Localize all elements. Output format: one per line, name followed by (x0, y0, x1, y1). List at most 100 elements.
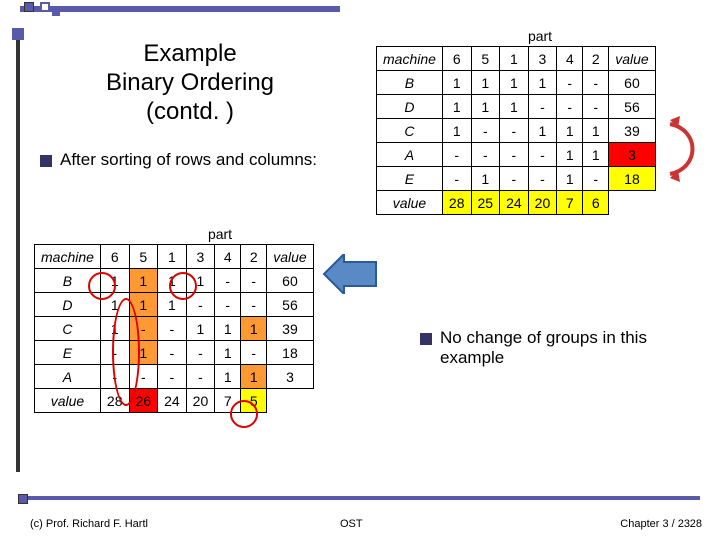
table-cell: 1 (557, 119, 583, 143)
table-cell: 1 (215, 317, 241, 341)
table-cell: - (215, 269, 241, 293)
table-cell: A (377, 143, 443, 167)
table-footer-cell: 28 (442, 191, 471, 215)
table-cell: - (186, 341, 215, 365)
deco-bar-left (16, 32, 20, 472)
deco-square (40, 2, 50, 12)
table-cell: 56 (609, 95, 655, 119)
table-cell: 1 (186, 269, 215, 293)
table-cell: 60 (267, 269, 313, 293)
table-header-cell: 1 (158, 245, 187, 269)
page-number-overlay: 28 (690, 518, 702, 530)
table-cell: 1 (583, 143, 609, 167)
title-line: Example (50, 40, 330, 69)
table-footer-cell: 24 (500, 191, 529, 215)
bullet-text: No change of groups in this example (440, 328, 700, 368)
top-table: machine651342valueB1111--60D111---56C1--… (376, 46, 656, 215)
bullet-after-sorting: After sorting of rows and columns: (40, 150, 340, 170)
deco-bar-top (20, 6, 340, 12)
footer-right: Chapter 3 / 23 (620, 518, 690, 530)
table-header-cell: value (609, 47, 655, 71)
bullet-no-change: No change of groups in this example (420, 328, 700, 368)
slide-title: Example Binary Ordering (contd. ) (50, 40, 330, 126)
table-cell: 60 (609, 71, 655, 95)
table-cell: 18 (267, 341, 313, 365)
table-cell: 1 (100, 269, 129, 293)
table-cell: - (528, 167, 557, 191)
table-cell: D (35, 293, 101, 317)
table-cell: 1 (442, 119, 471, 143)
table-cell: - (500, 167, 529, 191)
table-cell: A (35, 365, 101, 389)
table-cell: - (583, 95, 609, 119)
table-cell: - (241, 293, 267, 317)
table-cell: - (100, 341, 129, 365)
table-cell: 1 (129, 293, 158, 317)
table-cell: 1 (557, 143, 583, 167)
table-cell: 1 (500, 95, 529, 119)
table-cell: - (129, 317, 158, 341)
table-cell: 1 (528, 119, 557, 143)
table-cell: 18 (609, 167, 655, 191)
title-line: Binary Ordering (50, 69, 330, 98)
table-cell: 1 (471, 167, 500, 191)
table-cell: 1 (442, 71, 471, 95)
table-header-cell: 5 (129, 245, 158, 269)
bullet-icon (40, 155, 52, 167)
table-cell: 1 (241, 365, 267, 389)
table-cell: 1 (158, 293, 187, 317)
table-footer-cell: 7 (557, 191, 583, 215)
table-header-cell: 2 (241, 245, 267, 269)
table-cell: 1 (215, 341, 241, 365)
table-header-cell: 4 (557, 47, 583, 71)
table-cell: - (528, 143, 557, 167)
table-cell: - (557, 95, 583, 119)
table-cell: 56 (267, 293, 313, 317)
table-header-cell: 4 (215, 245, 241, 269)
table-cell: - (186, 293, 215, 317)
deco-bar-bottom (20, 496, 700, 500)
table-cell: 39 (609, 119, 655, 143)
table-cell: D (377, 95, 443, 119)
table-cell: - (241, 269, 267, 293)
table-cell: - (528, 95, 557, 119)
title-line: (contd. ) (50, 98, 330, 127)
table-cell: - (442, 143, 471, 167)
table-cell: - (442, 167, 471, 191)
bullet-text: After sorting of rows and columns: (60, 150, 317, 170)
swap-arrow-icon (666, 112, 716, 196)
table-cell: - (158, 341, 187, 365)
table-cell: 39 (267, 317, 313, 341)
table-cell: 1 (129, 341, 158, 365)
table-cell: 1 (471, 95, 500, 119)
table-footer-cell: 28 (100, 389, 129, 413)
table-footer-cell (267, 389, 313, 413)
table-cell: - (186, 365, 215, 389)
deco-square (18, 494, 28, 504)
footer-copyright: (c) Prof. Richard F. Hartl (30, 518, 148, 530)
table-header-cell: 3 (528, 47, 557, 71)
table-cell: - (557, 71, 583, 95)
table-cell: C (35, 317, 101, 341)
table-cell: 1 (158, 269, 187, 293)
table-footer-cell: 24 (158, 389, 187, 413)
table-footer-cell: 6 (583, 191, 609, 215)
table-header-cell: 5 (471, 47, 500, 71)
table-cell: 1 (471, 71, 500, 95)
table-header-cell: 3 (186, 245, 215, 269)
deco-square (12, 28, 24, 40)
table-header-cell: 1 (500, 47, 529, 71)
table-cell: - (158, 317, 187, 341)
table-cell: - (500, 119, 529, 143)
table-header-cell: value (267, 245, 313, 269)
table-cell: - (583, 167, 609, 191)
footer-center: OST (340, 518, 363, 530)
table-cell: B (35, 269, 101, 293)
part-label-top: part (480, 28, 600, 44)
deco-square (52, 8, 60, 16)
table-footer-cell (609, 191, 655, 215)
table-cell: - (471, 119, 500, 143)
table-cell: 3 (609, 143, 655, 167)
table-cell: 1 (557, 167, 583, 191)
table-cell: - (500, 143, 529, 167)
